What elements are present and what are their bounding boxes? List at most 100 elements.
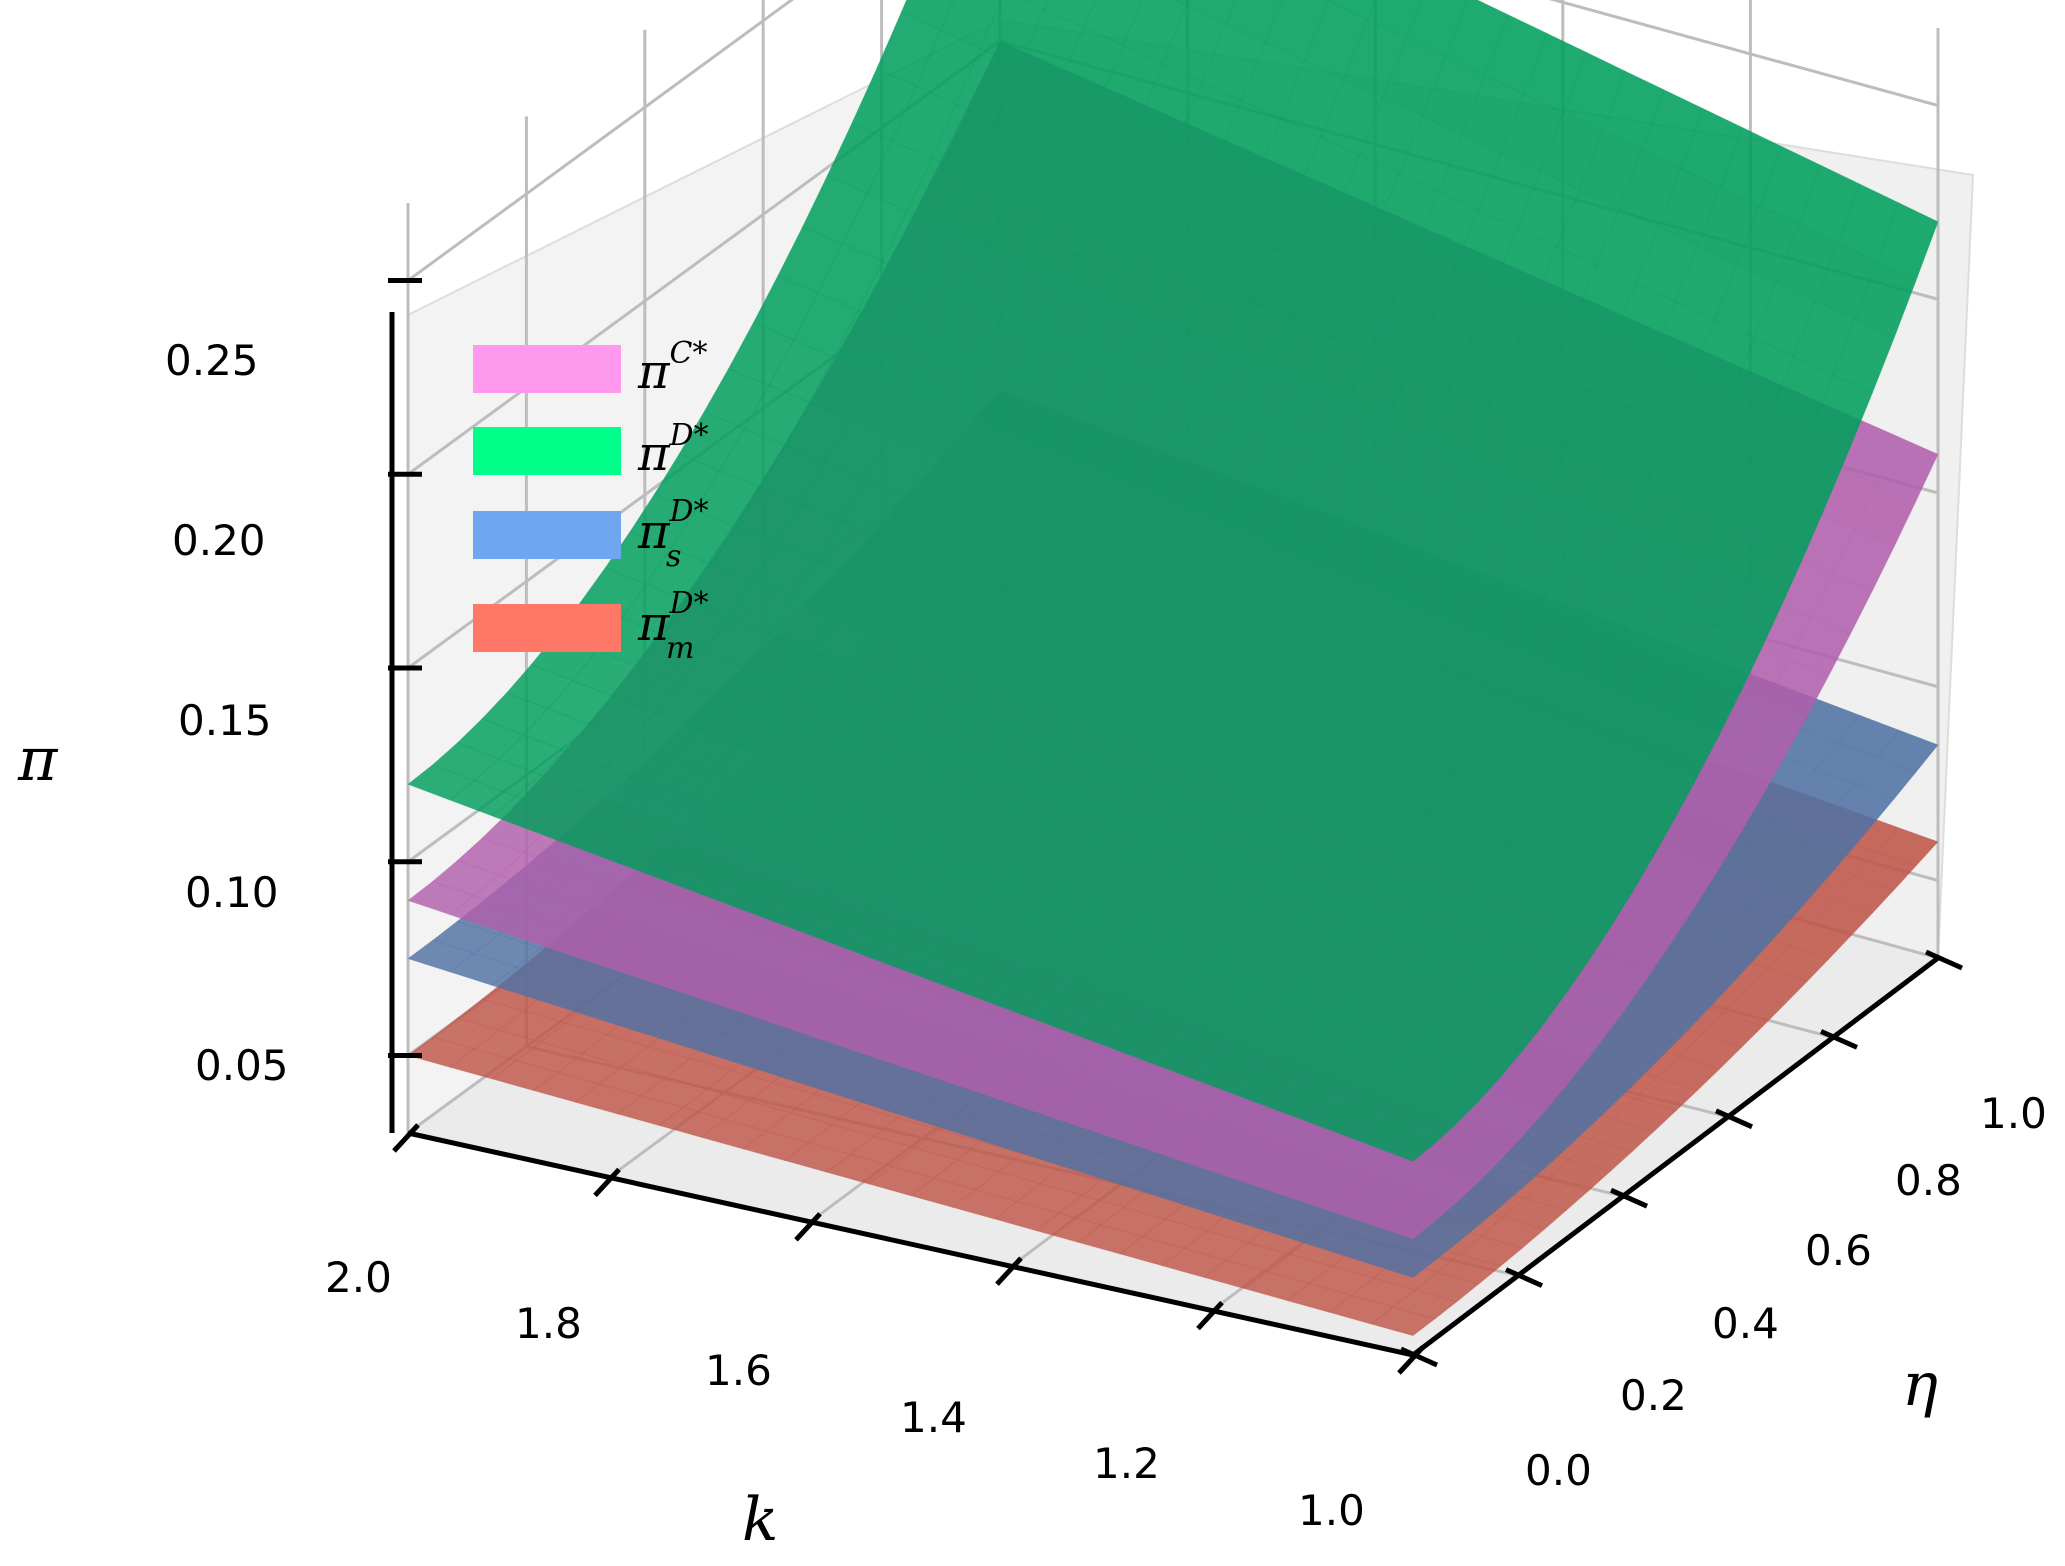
x-tick-label: 1.8 xyxy=(515,1299,582,1348)
surface-patch xyxy=(1370,1206,1436,1240)
y-tick-mark xyxy=(1924,949,1964,971)
z-tick-labels: 0.05 0.10 0.15 0.20 0.25 xyxy=(165,336,289,1090)
surface-patch xyxy=(1788,616,1852,677)
surface-patch xyxy=(1524,1043,1589,1087)
surface-patch xyxy=(1876,729,1939,773)
y-tick-label: 0.8 xyxy=(1895,1156,1962,1205)
legend-swatch xyxy=(473,511,621,559)
surface-patch xyxy=(1546,1014,1611,1059)
x-tick-mark xyxy=(1397,1345,1425,1375)
surface-patch xyxy=(1590,838,1655,894)
surface-patch xyxy=(1458,1235,1524,1267)
z-tick-label: 0.10 xyxy=(185,868,279,917)
surface-patch xyxy=(1370,1306,1436,1337)
x-tick-mark xyxy=(392,1123,420,1153)
x-tick-mark xyxy=(593,1167,621,1198)
y-tick-mark xyxy=(1399,1346,1439,1368)
x-tick-label: 2.0 xyxy=(325,1253,392,1302)
x-tick-label: 1.6 xyxy=(705,1346,772,1395)
surface-patch xyxy=(1854,851,1917,891)
surface-patch xyxy=(1568,984,1633,1031)
surface-patch xyxy=(1634,759,1698,818)
y-axis-label: η xyxy=(1902,1350,1938,1420)
surface-patch xyxy=(1678,673,1742,736)
legend-swatch xyxy=(473,345,621,393)
z-axis-label: π xyxy=(17,725,59,795)
surface-patch xyxy=(1876,202,1939,281)
surface-1 xyxy=(407,0,1939,1162)
y-tick-label: 0.0 xyxy=(1525,1446,1592,1495)
surface-patch xyxy=(1405,0,1468,58)
y-tick-label: 0.2 xyxy=(1620,1371,1687,1420)
y-tick-labels: 0.0 0.2 0.4 0.6 0.8 1.0 xyxy=(1525,1089,2047,1495)
legend-label-pi-c: πC* xyxy=(637,336,708,400)
y-tick-mark xyxy=(1504,1267,1544,1288)
axis-lines xyxy=(389,312,1940,1358)
surface-patch xyxy=(1678,815,1742,869)
x-tick-label: 1.0 xyxy=(1298,1486,1365,1535)
surface-patch xyxy=(1854,261,1917,339)
grid-line xyxy=(1548,0,1939,107)
surface-patch xyxy=(1590,953,1655,1001)
y-tick-label: 1.0 xyxy=(1980,1089,2047,1138)
surface-patch xyxy=(1502,1070,1567,1113)
surface-patch xyxy=(1480,1096,1545,1137)
surface-patch xyxy=(1436,1253,1502,1285)
surface-patch xyxy=(1788,428,1852,500)
surface-patch xyxy=(1766,480,1830,550)
surface-patch xyxy=(1524,1114,1589,1150)
surface-patch xyxy=(1810,573,1873,635)
surface-patch xyxy=(1370,1246,1436,1278)
tick-marks xyxy=(388,278,1964,1375)
surface-patch xyxy=(1458,1034,1524,1078)
legend-label-pi-d: πD* xyxy=(637,418,709,482)
y-tick-mark xyxy=(1609,1187,1649,1209)
x-tick-labels: 2.0 1.8 1.6 1.4 1.2 1.0 xyxy=(325,1253,1365,1535)
surface-patch xyxy=(1414,1271,1480,1303)
surface-patch xyxy=(1480,1006,1545,1052)
surface-patch xyxy=(1634,886,1699,937)
surface-patch xyxy=(1174,0,1190,6)
x-tick-mark xyxy=(995,1256,1023,1286)
surface-patch xyxy=(1766,658,1830,718)
y-tick-mark xyxy=(1714,1108,1754,1130)
surface-patch xyxy=(1832,783,1895,826)
legend: πC* πD* πD* s πD* m xyxy=(473,336,709,666)
surface-patch xyxy=(1524,944,1589,994)
legend-label-pi-m: πD* m xyxy=(637,586,709,666)
surface-patch xyxy=(1225,0,1283,43)
surface-patch xyxy=(1656,982,1721,1021)
legend-swatch xyxy=(473,604,621,652)
surface-patch xyxy=(1568,875,1633,929)
surface-patch xyxy=(1327,0,1376,21)
x-tick-label: 1.4 xyxy=(900,1393,967,1442)
surface-patch xyxy=(1656,1055,1721,1091)
z-tick-label: 0.05 xyxy=(195,1041,289,1090)
surface-patch xyxy=(1678,1034,1742,1070)
surface-patch xyxy=(1546,911,1611,963)
surface-patch xyxy=(1370,1127,1436,1162)
x-tick-label: 1.2 xyxy=(1093,1439,1160,1488)
surface-patch xyxy=(1083,0,1143,47)
z-tick-label: 0.15 xyxy=(178,696,272,745)
surface-patch xyxy=(1568,1138,1633,1173)
surface-patch xyxy=(1832,875,1896,914)
y-axis-line xyxy=(1411,956,1940,1357)
x-axis-label: k xyxy=(742,1485,778,1555)
legend-swatch xyxy=(473,427,621,475)
x-axis-line xyxy=(407,1130,1414,1358)
x-tick-mark xyxy=(794,1212,822,1242)
surface-patch xyxy=(1810,899,1874,937)
surface-patch xyxy=(1414,1084,1480,1124)
surface-patch xyxy=(1043,0,1096,29)
surface-patch xyxy=(1656,717,1720,778)
surface-patch xyxy=(1186,0,1236,25)
surface-patch xyxy=(1854,483,1917,547)
surfaces xyxy=(407,0,1939,1337)
surface-patch xyxy=(1392,1187,1458,1222)
legend-label-pi-s: πD* s xyxy=(637,494,709,574)
surface-patch xyxy=(1700,1012,1764,1049)
surface-patch xyxy=(1766,945,1830,983)
surface-patch xyxy=(1810,374,1873,448)
